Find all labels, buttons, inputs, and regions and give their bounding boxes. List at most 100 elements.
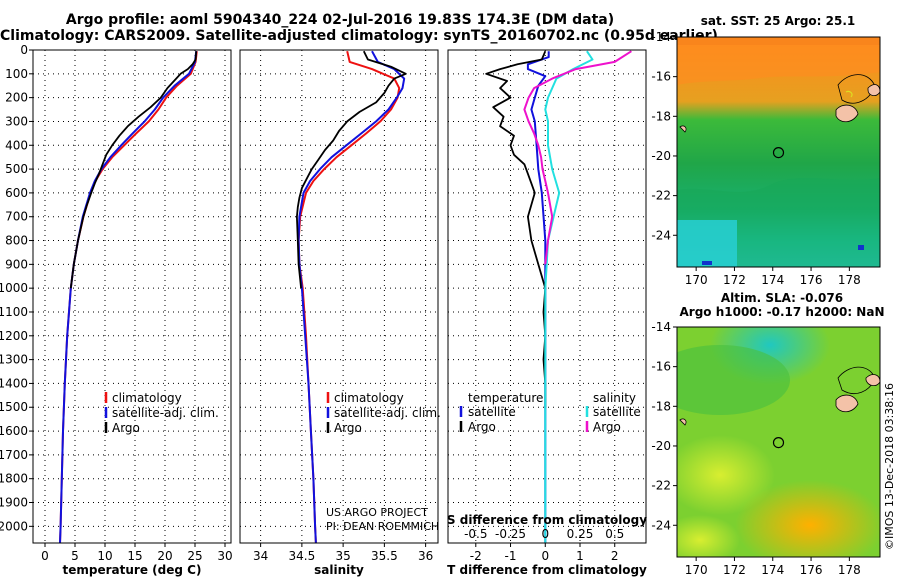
lon-tick-label: 178	[838, 563, 861, 577]
y-tick-label: 200	[5, 91, 28, 105]
series-line-argo	[295, 50, 407, 289]
s-difference-ticks: -0.5 -0.25 0 0.25 0.5	[464, 527, 624, 541]
island-viti-levu	[835, 104, 859, 123]
lon-tick-label: 170	[685, 563, 708, 577]
s-diff-tick-label: -0.5	[464, 527, 487, 541]
salinity-x-label: salinity	[314, 563, 364, 577]
legend-s-argo-label: Argo	[593, 420, 621, 434]
lon-tick-label: 174	[761, 563, 784, 577]
x-tick-label: 35	[335, 549, 350, 563]
lon-tick-label: 176	[800, 563, 823, 577]
sst-missing-patch	[702, 261, 712, 265]
series-line-temperature-satellite	[526, 51, 550, 543]
difference-legend: temperature satellite Argo salinity sate…	[459, 391, 641, 434]
reef-outline	[845, 90, 853, 98]
legend-satellite-label: satellite-adj. clim.	[334, 406, 441, 420]
lat-tick-label: -14	[651, 30, 671, 44]
legend-t-argo-label: Argo	[468, 420, 496, 434]
island-viti-levu	[835, 394, 859, 413]
y-tick-label: 1200	[0, 329, 28, 343]
salinity-grid	[240, 49, 438, 543]
difference-series	[485, 50, 632, 543]
s-diff-tick-label: 0.5	[605, 527, 624, 541]
salinity-panel: 34 34.5 35 35.5 36 salinity climatology sate…	[239, 49, 441, 577]
temperature-grid	[33, 49, 231, 543]
s-difference-label: S difference from climatology	[447, 513, 647, 527]
sst-warm-region	[677, 37, 880, 85]
sla-map: Altim. SLA: -0.076 Argo h1000: -0.17 h20…	[651, 291, 884, 577]
lon-tick-label: 176	[800, 273, 823, 287]
y-tick-label: 1600	[0, 424, 28, 438]
sst-map: sat. SST: 25 Argo: 25.1 170 172 174 176 178 -…	[651, 14, 881, 287]
salinity-x-ticks: 34 34.5 35 35.5 36	[253, 543, 433, 563]
sla-mid-anomaly	[677, 435, 775, 515]
difference-panel: -2 -1 0 1 2 -0.5 -0.25 0 0.25 0.5 S difference f…	[447, 49, 647, 577]
series-line-temperature-argo	[485, 50, 547, 408]
x-tick-label: 34	[253, 549, 268, 563]
island-west	[679, 418, 687, 426]
x-tick-label: 15	[127, 549, 142, 563]
lat-tick-label: -18	[651, 109, 671, 123]
sst-cold-patch	[677, 220, 737, 267]
temperature-panel: 0 5 10 15 20 25 30 0 100 200 300 400 500 600 700 800 90…	[0, 43, 233, 577]
x-tick-label: 0	[41, 549, 49, 563]
y-tick-label: 0	[20, 43, 28, 57]
y-tick-label: 800	[5, 234, 28, 248]
sla-mid-anomaly-2	[677, 515, 740, 557]
series-line-satellite	[297, 50, 406, 544]
s-diff-tick-label: 0	[541, 527, 549, 541]
island-vanua-levu	[867, 84, 880, 96]
figure-title-line2: Climatology: CARS2009. Satellite-adjuste…	[0, 28, 718, 44]
y-tick-label: 1100	[0, 305, 28, 319]
x-tick-label: 36	[418, 549, 433, 563]
lat-tick-label: -22	[651, 189, 671, 203]
sla-high-anomaly	[735, 480, 880, 557]
legend-argo-label: Argo	[334, 421, 362, 435]
figure-title-line1: Argo profile: aoml 5904340_224 02-Jul-20…	[65, 12, 615, 28]
lon-tick-label: 174	[761, 273, 784, 287]
series-line-argo	[69, 51, 198, 289]
legend-t-satellite-label: satellite	[468, 405, 516, 419]
y-tick-label: 600	[5, 186, 28, 200]
sst-missing-patch-2	[858, 245, 864, 250]
island-vanua-levu	[865, 374, 880, 386]
x-tick-label: 25	[187, 549, 202, 563]
salinity-plot-frame	[239, 49, 439, 544]
y-tick-label: 1800	[0, 472, 28, 486]
salinity-series	[295, 50, 407, 544]
salinity-legend: climatology satellite-adj. clim. Argo	[326, 391, 441, 435]
lat-tick-label: -22	[651, 479, 671, 493]
temperature-legend: climatology satellite-adj. clim. Argo	[104, 391, 219, 435]
sla-map-frame	[676, 326, 881, 558]
legend-argo-label: Argo	[112, 421, 140, 435]
sst-map-frame	[676, 36, 881, 268]
temperature-x-label: temperature (deg C)	[63, 563, 202, 577]
x-tick-label: 10	[97, 549, 112, 563]
legend-salinity-title: salinity	[593, 391, 636, 405]
s-diff-tick-label: -0.25	[495, 527, 526, 541]
difference-plot-frame	[447, 49, 647, 544]
legend-s-satellite-label: satellite	[593, 405, 641, 419]
y-tick-label: 1000	[0, 281, 28, 295]
project-credit: US ARGO PROJECT	[326, 506, 428, 519]
t-difference-x-label: T difference from climatology	[447, 563, 647, 577]
sla-map-ticks: 170 172 174 176 178 -14 -16 -18 -20 -22 -24	[651, 320, 860, 577]
sla-map-title-line1: Altim. SLA: -0.076	[721, 291, 843, 305]
difference-x-ticks: -2 -1 0 1 2	[470, 543, 619, 563]
x-tick-label: 5	[71, 549, 79, 563]
y-tick-label: 1900	[0, 496, 28, 510]
x-tick-label: 2	[611, 549, 619, 563]
x-tick-label: 20	[157, 549, 172, 563]
temperature-x-ticks: 0 5 10 15 20 25 30	[41, 543, 233, 563]
y-tick-label: 900	[5, 257, 28, 271]
sla-map-title-line2: Argo h1000: -0.17 h2000: NaN	[679, 305, 884, 319]
sst-map-ticks: 170 172 174 176 178 -14 -16 -18 -20 -22 -24	[651, 30, 860, 287]
y-tick-label: 1400	[0, 376, 28, 390]
legend-satellite-label: satellite-adj. clim.	[112, 406, 219, 420]
lon-tick-label: 172	[723, 563, 746, 577]
lon-tick-label: 178	[838, 273, 861, 287]
x-tick-label: 34.5	[289, 549, 316, 563]
lat-tick-label: -20	[651, 149, 671, 163]
lon-tick-label: 172	[723, 273, 746, 287]
